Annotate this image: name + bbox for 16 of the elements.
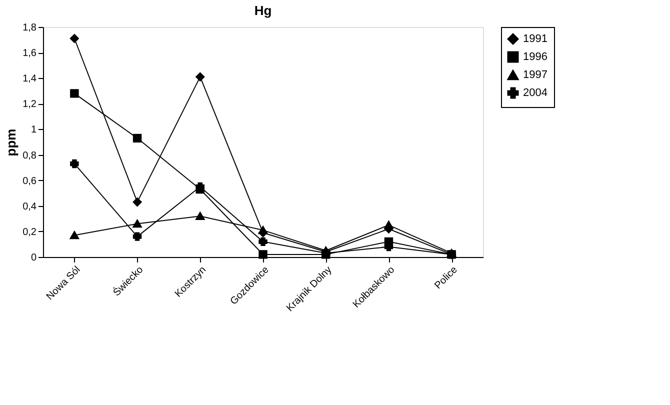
y-tick-label: 1,8 [22, 22, 37, 34]
y-tick-label: 0 [30, 252, 37, 264]
chart-title: Hg [254, 3, 272, 18]
y-tick-label: 1,4 [22, 74, 37, 85]
y-tick-label: 0,8 [22, 150, 37, 162]
legend-label: 1991 [523, 33, 548, 45]
legend-label: 1996 [523, 51, 548, 63]
y-tick-label: 1,6 [22, 48, 37, 60]
y-tick-label: 1,2 [22, 99, 37, 110]
legend-label: 1997 [523, 69, 548, 81]
legend-label: 2004 [523, 87, 548, 99]
y-tick-label: 1 [30, 124, 37, 136]
y-tick-label: 0,4 [22, 201, 37, 212]
y-tick-label: 0,6 [22, 176, 37, 187]
y-axis-title: ppm [4, 128, 19, 156]
y-tick-label: 0,2 [22, 226, 37, 238]
